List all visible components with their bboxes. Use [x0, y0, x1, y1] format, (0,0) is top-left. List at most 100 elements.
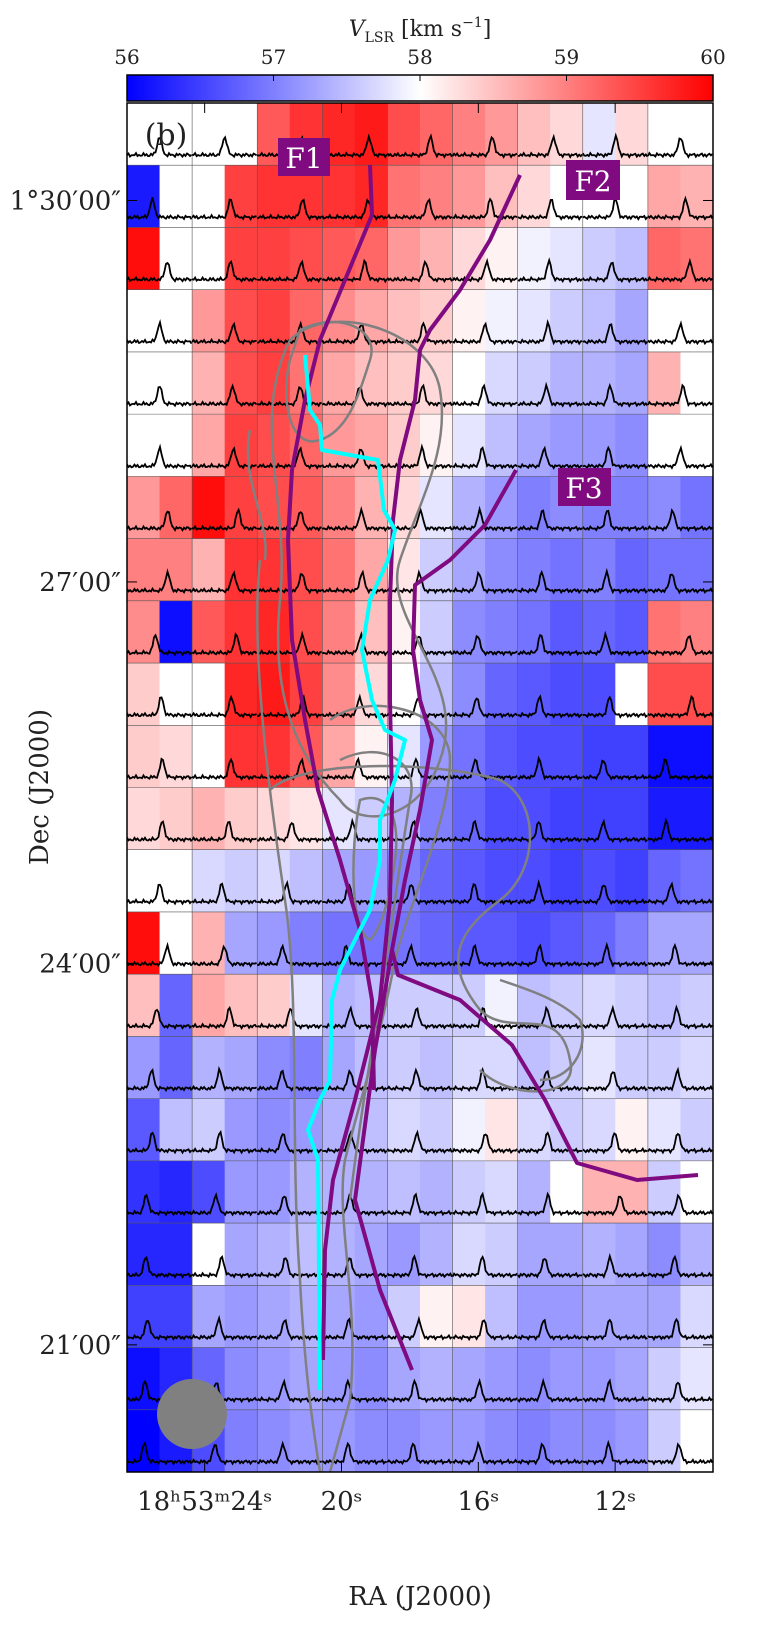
spectrum: [386, 1442, 453, 1466]
spectrum: [647, 1442, 713, 1466]
contour: [246, 429, 267, 561]
cell: [452, 1347, 486, 1411]
cell: [485, 476, 519, 540]
cell: [452, 351, 486, 415]
cyan-filament: [303, 354, 407, 1391]
spectrum: [647, 1004, 713, 1031]
spectrum: [256, 879, 322, 906]
spectrum: [191, 632, 258, 656]
spectrum: [582, 509, 648, 533]
cell: [517, 1285, 551, 1349]
cell: [224, 289, 258, 353]
spectrum: [127, 941, 193, 968]
spectrum: [191, 1254, 258, 1279]
spectrum: [517, 755, 583, 781]
panel-label: (b): [145, 118, 188, 153]
cell: [615, 103, 649, 166]
cell: [647, 351, 681, 415]
spectrum: [582, 1318, 648, 1341]
cell: [485, 103, 519, 166]
spectrum: [127, 1131, 193, 1155]
beam: [157, 1379, 227, 1449]
spectrum: [256, 1257, 323, 1279]
cell: [485, 1098, 519, 1162]
contour: [285, 320, 373, 443]
cell: [354, 600, 388, 664]
spectrum: [451, 634, 518, 657]
spectrum: [127, 633, 193, 657]
spectrum: [517, 257, 583, 284]
spectrum: [321, 944, 388, 968]
cell: [485, 600, 519, 664]
cell: [615, 725, 649, 788]
spectrum: [451, 1319, 518, 1342]
filament-label: F3: [565, 472, 602, 505]
spectrum: [452, 943, 518, 968]
spectrum: [191, 1065, 258, 1093]
spectrum: [256, 1069, 323, 1093]
y-tick-label: 24′00″: [39, 949, 121, 979]
cell: [452, 725, 486, 788]
cell: [192, 787, 226, 851]
spectrum: [582, 1439, 648, 1466]
spectrum: [191, 820, 257, 844]
cell: [615, 1160, 649, 1224]
cell: [517, 414, 551, 477]
contour: [256, 559, 322, 1472]
spectrum: [321, 693, 388, 719]
spectrum: [256, 1440, 322, 1466]
cell: [354, 351, 388, 415]
cell: [517, 289, 551, 353]
cb-label-v: V: [349, 17, 367, 42]
spectrum: [451, 383, 518, 408]
spectrum: [517, 879, 583, 906]
spectrum: [256, 446, 323, 470]
cell: [192, 1160, 226, 1224]
spectrum: [517, 1005, 583, 1030]
cell: [354, 227, 388, 291]
cell: [517, 1409, 551, 1473]
spectrum: [321, 258, 388, 284]
spectrum: [451, 883, 518, 906]
spectrum: [321, 133, 388, 159]
spectrum: [257, 259, 322, 284]
filament-f2: [321, 174, 522, 1361]
filament-branch: [353, 949, 414, 1371]
spectrum: [451, 1377, 518, 1404]
spectrum: [257, 821, 323, 844]
spectrum: [517, 1442, 583, 1466]
spectrum: [517, 509, 583, 533]
spectrum: [127, 261, 193, 283]
x-axis-label: RA (J2000): [348, 1582, 492, 1612]
cell: [485, 351, 519, 415]
spectrum: [127, 757, 193, 781]
spectrum: [321, 1317, 388, 1341]
y-tick-label: 1°30′00″: [10, 186, 122, 216]
spectrum: [517, 198, 583, 221]
spectrum: [452, 446, 518, 470]
spectrum: [647, 634, 713, 657]
x-tick-label: 18ʰ53ᵐ24ˢ: [137, 1487, 272, 1517]
cell: [224, 165, 258, 228]
spectrum: [191, 882, 258, 906]
x-tick-label: 20ˢ: [321, 1487, 363, 1517]
spectrum: [647, 817, 713, 844]
spectrum: [517, 694, 583, 719]
colorbar-tick-label: 57: [261, 45, 286, 69]
spectrum: [386, 321, 453, 346]
cell: [582, 974, 616, 1037]
cell: [192, 1285, 226, 1349]
spectrum: [517, 821, 583, 844]
spectrum: [191, 198, 257, 221]
spectrum: [257, 943, 323, 968]
spectrum: [647, 881, 713, 906]
spectrum: [127, 1440, 193, 1466]
spectrum: [386, 1129, 453, 1155]
spectrum: [127, 137, 193, 159]
spectrum: [452, 321, 518, 346]
spectrum: [647, 507, 713, 533]
colorbar-tick-label: 58: [407, 45, 432, 69]
spectrum: [582, 323, 649, 346]
cell: [647, 103, 681, 166]
spectrum: [191, 757, 258, 781]
